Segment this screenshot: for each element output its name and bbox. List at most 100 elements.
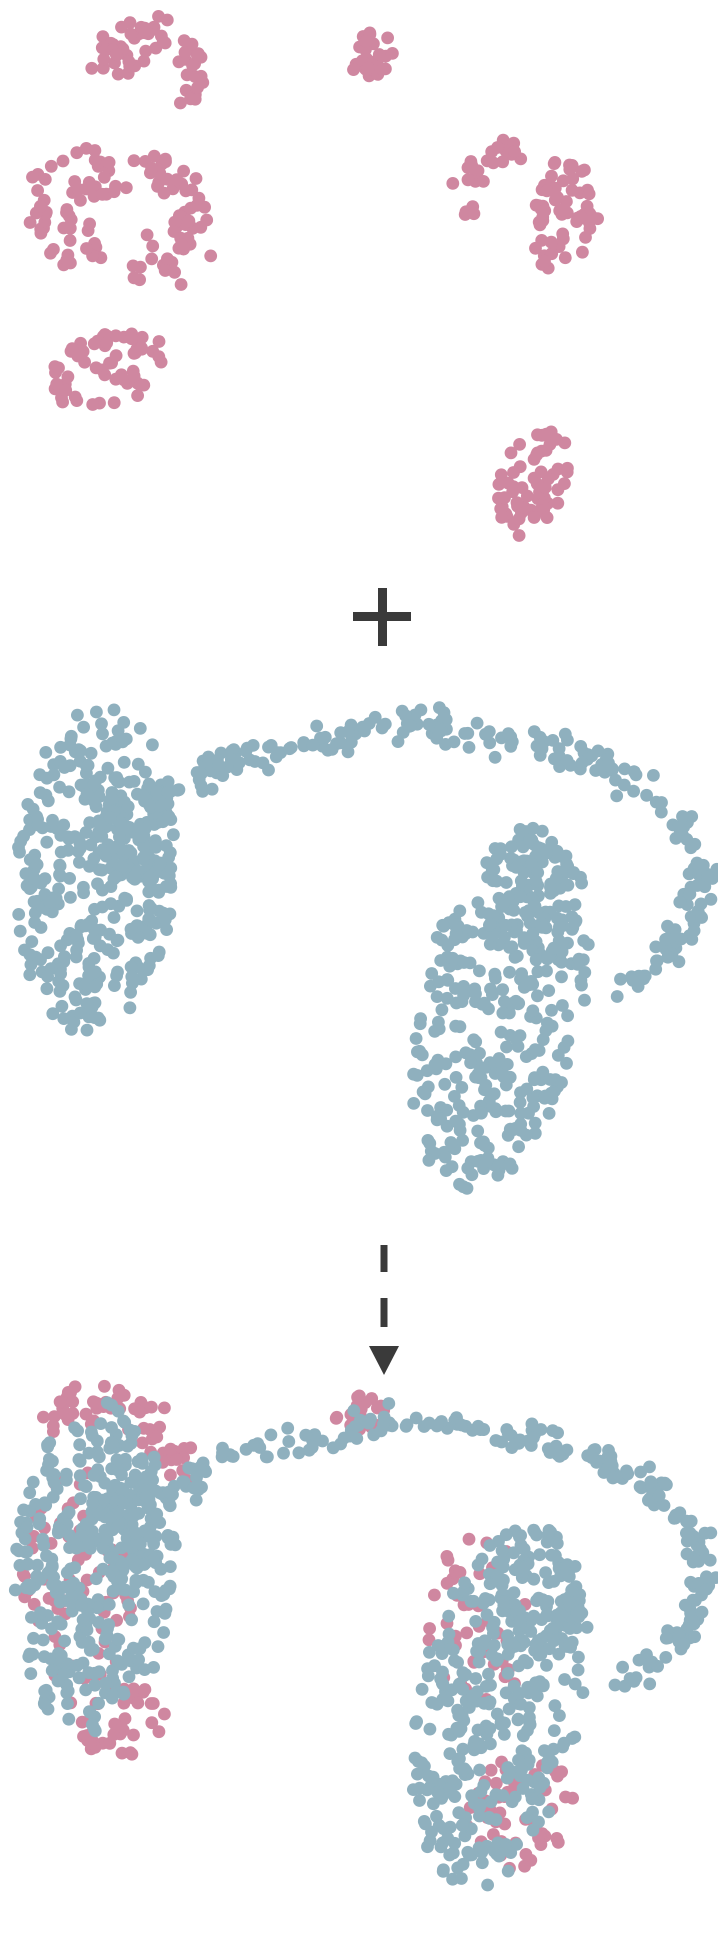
- target-point: [414, 1012, 427, 1026]
- target-point: [687, 924, 701, 937]
- target-point: [38, 1684, 52, 1698]
- target-point: [604, 1455, 618, 1469]
- target-point: [111, 933, 125, 947]
- target-point: [572, 1650, 585, 1664]
- target-point: [437, 706, 451, 719]
- target-point: [104, 897, 118, 911]
- target-point: [117, 1685, 130, 1699]
- source-point: [109, 349, 123, 362]
- target-point: [37, 1539, 51, 1552]
- target-point: [92, 1696, 105, 1710]
- target-point: [455, 1418, 468, 1432]
- target-point: [649, 940, 663, 954]
- target-point: [62, 785, 76, 799]
- source-point: [61, 370, 75, 384]
- target-point: [434, 1840, 448, 1854]
- target-point: [456, 1857, 470, 1871]
- target-point: [64, 1579, 77, 1592]
- target-point: [43, 895, 56, 909]
- target-point: [94, 1417, 108, 1430]
- target-point: [510, 1838, 523, 1851]
- target-point: [560, 1056, 573, 1070]
- target-point: [158, 1607, 172, 1620]
- target-point: [673, 895, 687, 909]
- target-point: [259, 1450, 273, 1464]
- target-point: [457, 956, 471, 969]
- source-point: [107, 396, 121, 410]
- target-point: [108, 979, 121, 992]
- target-point: [484, 917, 497, 930]
- target-point: [520, 1082, 534, 1096]
- target-point: [82, 1635, 96, 1649]
- source-point: [170, 1453, 184, 1466]
- target-point: [88, 1011, 101, 1024]
- target-point: [137, 840, 151, 853]
- target-point: [513, 1687, 526, 1700]
- target-point: [526, 1004, 540, 1018]
- source-point: [127, 1728, 140, 1742]
- target-point: [669, 831, 683, 845]
- source-point: [79, 182, 93, 196]
- target-point: [678, 1598, 692, 1612]
- source-point: [494, 502, 508, 516]
- target-point: [153, 799, 166, 813]
- target-point: [87, 952, 101, 965]
- target-point: [486, 928, 500, 942]
- target-point: [545, 1003, 558, 1017]
- target-point: [117, 1414, 130, 1428]
- target-point: [124, 985, 137, 999]
- target-point: [545, 835, 559, 849]
- target-point: [88, 980, 102, 994]
- target-point: [93, 817, 107, 831]
- target-point: [446, 1846, 460, 1860]
- target-point: [50, 1482, 64, 1496]
- target-point: [574, 740, 588, 753]
- target-point: [517, 1542, 531, 1556]
- source-point: [137, 378, 151, 392]
- target-point: [547, 941, 561, 955]
- target-point: [507, 1546, 520, 1560]
- source-point: [145, 1400, 158, 1414]
- target-point: [74, 744, 87, 758]
- source-point: [34, 226, 48, 240]
- target-point: [123, 1423, 137, 1437]
- target-point: [496, 1789, 510, 1802]
- target-point: [456, 1683, 470, 1696]
- target-point: [531, 965, 545, 979]
- target-point: [14, 834, 28, 848]
- target-point: [119, 1583, 132, 1597]
- target-point: [564, 758, 577, 772]
- target-point: [73, 1006, 87, 1020]
- source-point: [97, 170, 111, 184]
- target-point: [482, 1697, 496, 1711]
- target-point: [23, 1486, 37, 1500]
- source-point: [138, 1683, 152, 1696]
- target-point: [102, 1598, 116, 1611]
- target-point: [547, 1634, 561, 1648]
- source-point: [70, 394, 84, 407]
- target-point: [81, 759, 95, 772]
- target-point: [334, 736, 348, 750]
- target-point: [438, 1150, 452, 1164]
- target-point: [85, 1425, 98, 1439]
- target-point: [53, 868, 66, 882]
- source-point: [372, 48, 386, 61]
- target-point: [569, 914, 583, 927]
- target-point: [555, 955, 568, 969]
- source-point: [184, 1441, 198, 1455]
- target-point: [422, 717, 436, 731]
- source-point: [192, 191, 206, 205]
- target-point: [93, 939, 107, 953]
- target-point: [142, 777, 156, 791]
- target-point: [187, 1481, 201, 1495]
- source-point: [56, 154, 70, 168]
- target-point: [347, 1404, 361, 1418]
- source-point: [109, 48, 123, 61]
- target-point: [469, 1615, 483, 1628]
- source-point: [496, 155, 510, 169]
- source-point: [125, 332, 138, 346]
- source-point: [453, 1566, 467, 1579]
- source-point: [157, 186, 171, 200]
- target-point: [105, 1551, 119, 1564]
- target-point: [504, 739, 518, 753]
